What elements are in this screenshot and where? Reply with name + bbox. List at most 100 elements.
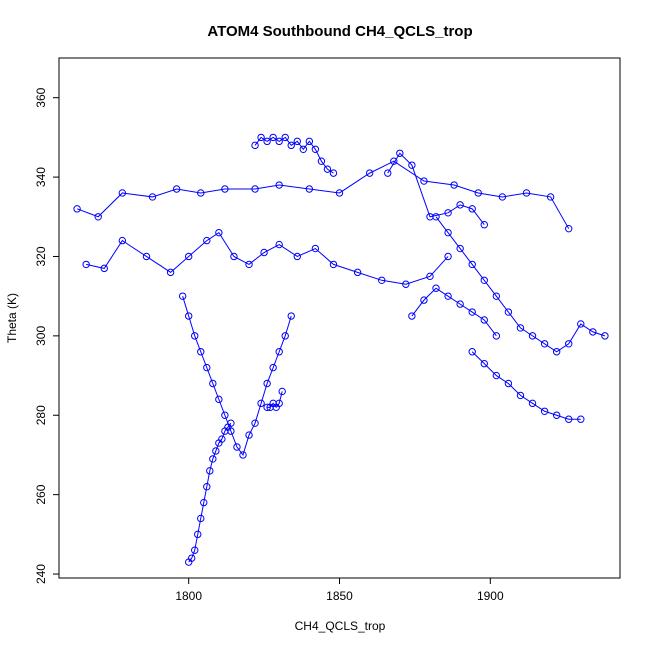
- data-point: [329, 169, 338, 177]
- data-point: [577, 320, 585, 328]
- data-point: [257, 399, 265, 408]
- data-point: [335, 189, 344, 197]
- data-point: [456, 244, 464, 253]
- data-point: [233, 443, 241, 451]
- data-point: [118, 189, 127, 197]
- data-point: [378, 276, 386, 284]
- series-line: [188, 422, 232, 563]
- data-point: [492, 371, 501, 380]
- x-tick-label: 1800: [175, 589, 202, 603]
- data-point: [299, 145, 308, 153]
- data-point: [390, 157, 398, 165]
- data-point: [251, 419, 259, 427]
- y-tick-label: 280: [34, 405, 48, 425]
- data-point: [468, 308, 476, 316]
- x-axis: 1800 1850 1900: [175, 577, 504, 603]
- data-point: [420, 296, 428, 304]
- data-point: [565, 340, 573, 348]
- data-point: [281, 332, 289, 340]
- data-point: [203, 363, 211, 372]
- data-point: [278, 387, 286, 396]
- series-line: [182, 296, 292, 457]
- data-point: [203, 483, 211, 491]
- data-point: [552, 411, 561, 419]
- y-tick-label: 360: [34, 87, 48, 107]
- data-point: [540, 340, 549, 348]
- data-point: [480, 316, 488, 324]
- data-point: [197, 514, 205, 523]
- series-line: [387, 152, 485, 226]
- data-point: [194, 530, 202, 539]
- data-point: [577, 415, 585, 423]
- data-point: [263, 403, 271, 412]
- data-point: [408, 312, 416, 320]
- y-tick-label: 240: [34, 564, 48, 584]
- data-point: [275, 137, 283, 146]
- data-point: [504, 308, 513, 316]
- data-point: [365, 169, 374, 177]
- series-line: [411, 287, 497, 337]
- data-point: [426, 272, 434, 281]
- data-point: [218, 435, 226, 443]
- data-point: [287, 312, 295, 320]
- data-point: [317, 157, 326, 165]
- data-point: [468, 260, 476, 269]
- data-point: [172, 185, 181, 193]
- data-point: [468, 205, 476, 213]
- data-point: [230, 252, 238, 261]
- data-point: [142, 252, 151, 261]
- data-point: [480, 359, 488, 368]
- data-point: [221, 185, 229, 193]
- data-point: [188, 554, 196, 562]
- y-tick-label: 260: [34, 484, 48, 504]
- data-point: [275, 181, 283, 189]
- x-tick-label: 1850: [326, 589, 353, 603]
- data-point: [492, 332, 501, 340]
- data-point: [100, 264, 108, 273]
- data-point: [203, 236, 211, 245]
- data-point: [118, 236, 127, 245]
- y-tick-label: 320: [34, 246, 48, 266]
- y-tick-label: 340: [34, 167, 48, 187]
- data-point: [450, 181, 458, 189]
- data-point: [402, 280, 410, 288]
- data-point: [565, 415, 573, 423]
- x-tick-label: 1900: [477, 589, 504, 603]
- data-point: [468, 348, 476, 356]
- data-point: [275, 399, 283, 408]
- data-point: [239, 451, 247, 459]
- data-point: [191, 546, 199, 554]
- data-point: [215, 228, 223, 237]
- plot-area-border: [58, 57, 621, 579]
- data-point: [293, 137, 301, 146]
- data-point: [209, 379, 217, 388]
- data-point: [311, 244, 320, 253]
- data-point: [565, 224, 573, 233]
- data-point: [384, 169, 392, 177]
- y-tick-label: 300: [34, 326, 48, 346]
- data-point: [206, 467, 214, 475]
- data-point: [444, 252, 452, 261]
- data-point: [426, 213, 434, 221]
- data-point: [528, 332, 537, 340]
- data-point: [528, 399, 537, 408]
- data-point: [480, 221, 488, 229]
- data-point: [516, 324, 525, 332]
- data-point: [311, 145, 320, 153]
- data-point: [281, 133, 289, 142]
- series-line: [76, 160, 570, 229]
- data-point: [444, 209, 452, 217]
- data-point: [197, 348, 205, 356]
- data-point: [260, 248, 268, 257]
- data-point: [197, 189, 205, 197]
- data-point: [263, 137, 271, 146]
- data-point: [589, 328, 597, 336]
- data-points: [73, 133, 609, 566]
- data-point: [166, 268, 175, 277]
- data-point: [251, 141, 259, 150]
- data-point: [305, 185, 314, 193]
- y-axis-label: Theta (K): [5, 293, 19, 343]
- data-point: [287, 141, 295, 150]
